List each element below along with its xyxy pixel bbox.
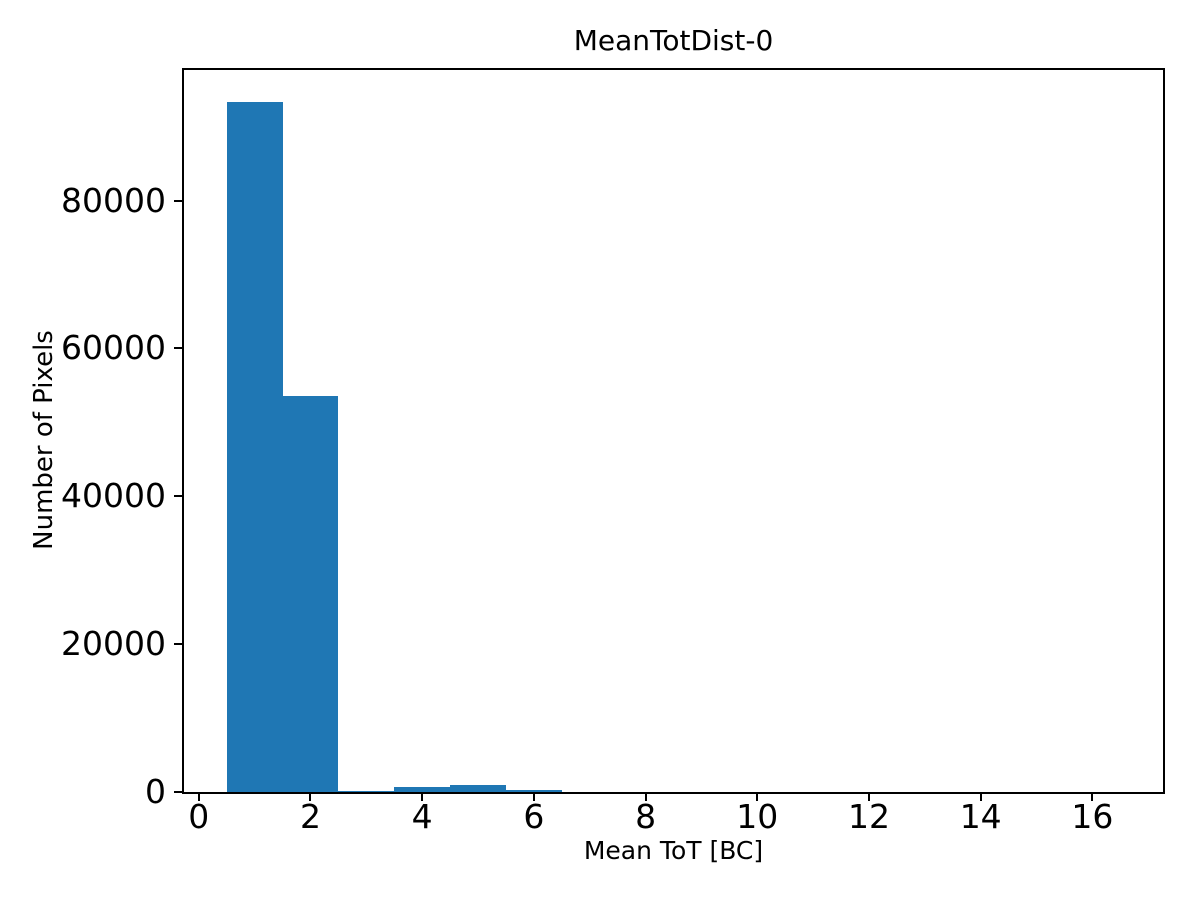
- x-tick-label: 12: [847, 797, 890, 836]
- y-tick-label: 60000: [61, 328, 166, 368]
- x-tick-mark: [644, 794, 647, 801]
- y-tick-label: 0: [145, 772, 166, 811]
- x-tick-label: 10: [736, 797, 779, 836]
- histogram-bar: [226, 102, 283, 792]
- x-tick-mark: [979, 794, 982, 801]
- x-tick-label: 0: [188, 797, 210, 836]
- histogram-bar: [282, 396, 339, 792]
- x-tick-mark: [532, 794, 535, 801]
- histogram-bar: [338, 790, 395, 792]
- x-axis-label: Mean ToT [BC]: [583, 836, 764, 865]
- y-tick-mark: [174, 347, 182, 350]
- x-tick-mark: [1091, 794, 1094, 801]
- y-tick-mark: [174, 643, 182, 646]
- y-tick-label: 80000: [61, 180, 166, 220]
- x-tick-mark: [421, 794, 424, 801]
- histogram-bar: [394, 787, 451, 792]
- x-tick-label: 2: [299, 797, 321, 836]
- plot-area: [182, 68, 1165, 794]
- chart-title: MeanTotDist-0: [573, 24, 774, 57]
- histogram-bar: [450, 785, 506, 792]
- y-tick-label: 40000: [61, 476, 166, 516]
- y-tick-mark: [174, 199, 182, 202]
- y-tick-label: 20000: [61, 624, 166, 664]
- x-tick-mark: [867, 794, 870, 801]
- x-tick-mark: [756, 794, 759, 801]
- x-tick-label: 14: [959, 797, 1002, 836]
- y-tick-mark: [174, 791, 182, 793]
- x-tick-label: 8: [635, 797, 657, 836]
- x-tick-mark: [197, 794, 200, 801]
- x-tick-label: 16: [1071, 797, 1114, 836]
- histogram-bar: [505, 789, 562, 792]
- x-tick-mark: [309, 794, 312, 801]
- x-tick-label: 6: [523, 797, 545, 836]
- x-tick-label: 4: [411, 797, 433, 836]
- y-tick-mark: [174, 495, 182, 498]
